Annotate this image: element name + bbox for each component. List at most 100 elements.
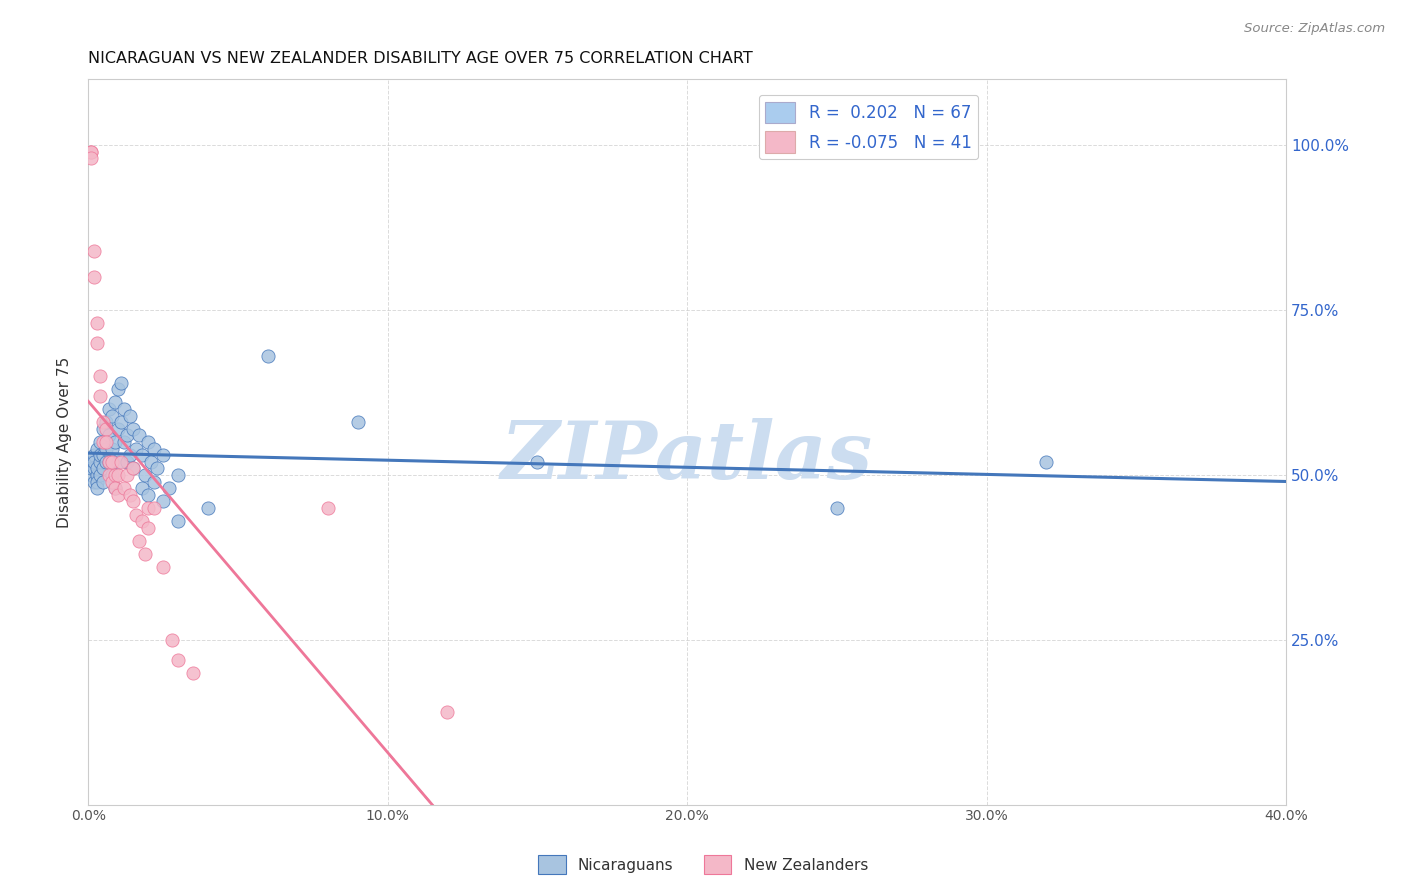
Point — [83, 455, 105, 469]
Point — [136, 500, 159, 515]
Point — [136, 488, 159, 502]
Point — [107, 382, 129, 396]
Point — [101, 467, 124, 482]
Point — [143, 442, 166, 456]
Point — [98, 402, 121, 417]
Y-axis label: Disability Age Over 75: Disability Age Over 75 — [58, 357, 72, 527]
Point — [316, 500, 339, 515]
Point — [98, 455, 121, 469]
Point — [80, 461, 103, 475]
Point — [89, 434, 111, 449]
Point — [86, 442, 108, 456]
Point — [157, 481, 180, 495]
Point — [134, 467, 156, 482]
Point — [86, 316, 108, 330]
Point — [110, 376, 132, 390]
Point — [436, 706, 458, 720]
Point — [125, 442, 148, 456]
Point — [91, 448, 114, 462]
Point — [86, 475, 108, 489]
Text: ZIPatlas: ZIPatlas — [501, 417, 873, 495]
Point — [101, 455, 124, 469]
Point — [115, 467, 138, 482]
Point — [122, 461, 145, 475]
Point — [197, 500, 219, 515]
Point — [101, 442, 124, 456]
Point — [120, 409, 142, 423]
Point — [91, 434, 114, 449]
Point — [160, 632, 183, 647]
Point — [80, 467, 103, 482]
Point — [91, 415, 114, 429]
Point — [91, 461, 114, 475]
Point — [128, 533, 150, 548]
Point — [104, 395, 127, 409]
Point — [89, 448, 111, 462]
Point — [98, 455, 121, 469]
Point — [107, 467, 129, 482]
Point — [89, 369, 111, 384]
Point — [86, 481, 108, 495]
Point — [136, 521, 159, 535]
Point — [86, 467, 108, 482]
Point — [80, 145, 103, 159]
Point — [94, 422, 117, 436]
Point — [167, 652, 190, 666]
Point — [101, 475, 124, 489]
Point — [86, 461, 108, 475]
Point — [86, 336, 108, 351]
Text: Source: ZipAtlas.com: Source: ZipAtlas.com — [1244, 22, 1385, 36]
Point — [94, 415, 117, 429]
Point — [120, 488, 142, 502]
Point — [101, 409, 124, 423]
Point — [83, 244, 105, 258]
Legend: Nicaraguans, New Zealanders: Nicaraguans, New Zealanders — [531, 849, 875, 880]
Point — [346, 415, 368, 429]
Point — [115, 455, 138, 469]
Point — [152, 448, 174, 462]
Point — [80, 152, 103, 166]
Point — [181, 665, 204, 680]
Point — [136, 434, 159, 449]
Point — [131, 514, 153, 528]
Point — [107, 488, 129, 502]
Point — [104, 481, 127, 495]
Point — [131, 448, 153, 462]
Point — [128, 428, 150, 442]
Point — [122, 461, 145, 475]
Legend: R =  0.202   N = 67, R = -0.075   N = 41: R = 0.202 N = 67, R = -0.075 N = 41 — [759, 95, 979, 160]
Point — [139, 455, 162, 469]
Point — [122, 494, 145, 508]
Point — [825, 500, 848, 515]
Point — [120, 448, 142, 462]
Point — [131, 481, 153, 495]
Point — [107, 422, 129, 436]
Point — [112, 402, 135, 417]
Point — [256, 349, 278, 363]
Point — [94, 434, 117, 449]
Point — [83, 270, 105, 285]
Text: NICARAGUAN VS NEW ZEALANDER DISABILITY AGE OVER 75 CORRELATION CHART: NICARAGUAN VS NEW ZEALANDER DISABILITY A… — [89, 51, 752, 66]
Point — [146, 461, 169, 475]
Point — [1035, 455, 1057, 469]
Point — [94, 442, 117, 456]
Point — [104, 481, 127, 495]
Point — [89, 389, 111, 403]
Point — [122, 422, 145, 436]
Point — [94, 455, 117, 469]
Point — [80, 145, 103, 159]
Point — [98, 467, 121, 482]
Point — [143, 475, 166, 489]
Point — [107, 455, 129, 469]
Point — [89, 455, 111, 469]
Point — [83, 461, 105, 475]
Point — [89, 467, 111, 482]
Point — [91, 475, 114, 489]
Point — [134, 547, 156, 561]
Point — [110, 455, 132, 469]
Point — [104, 467, 127, 482]
Point — [112, 481, 135, 495]
Point — [143, 500, 166, 515]
Point — [167, 514, 190, 528]
Point — [83, 475, 105, 489]
